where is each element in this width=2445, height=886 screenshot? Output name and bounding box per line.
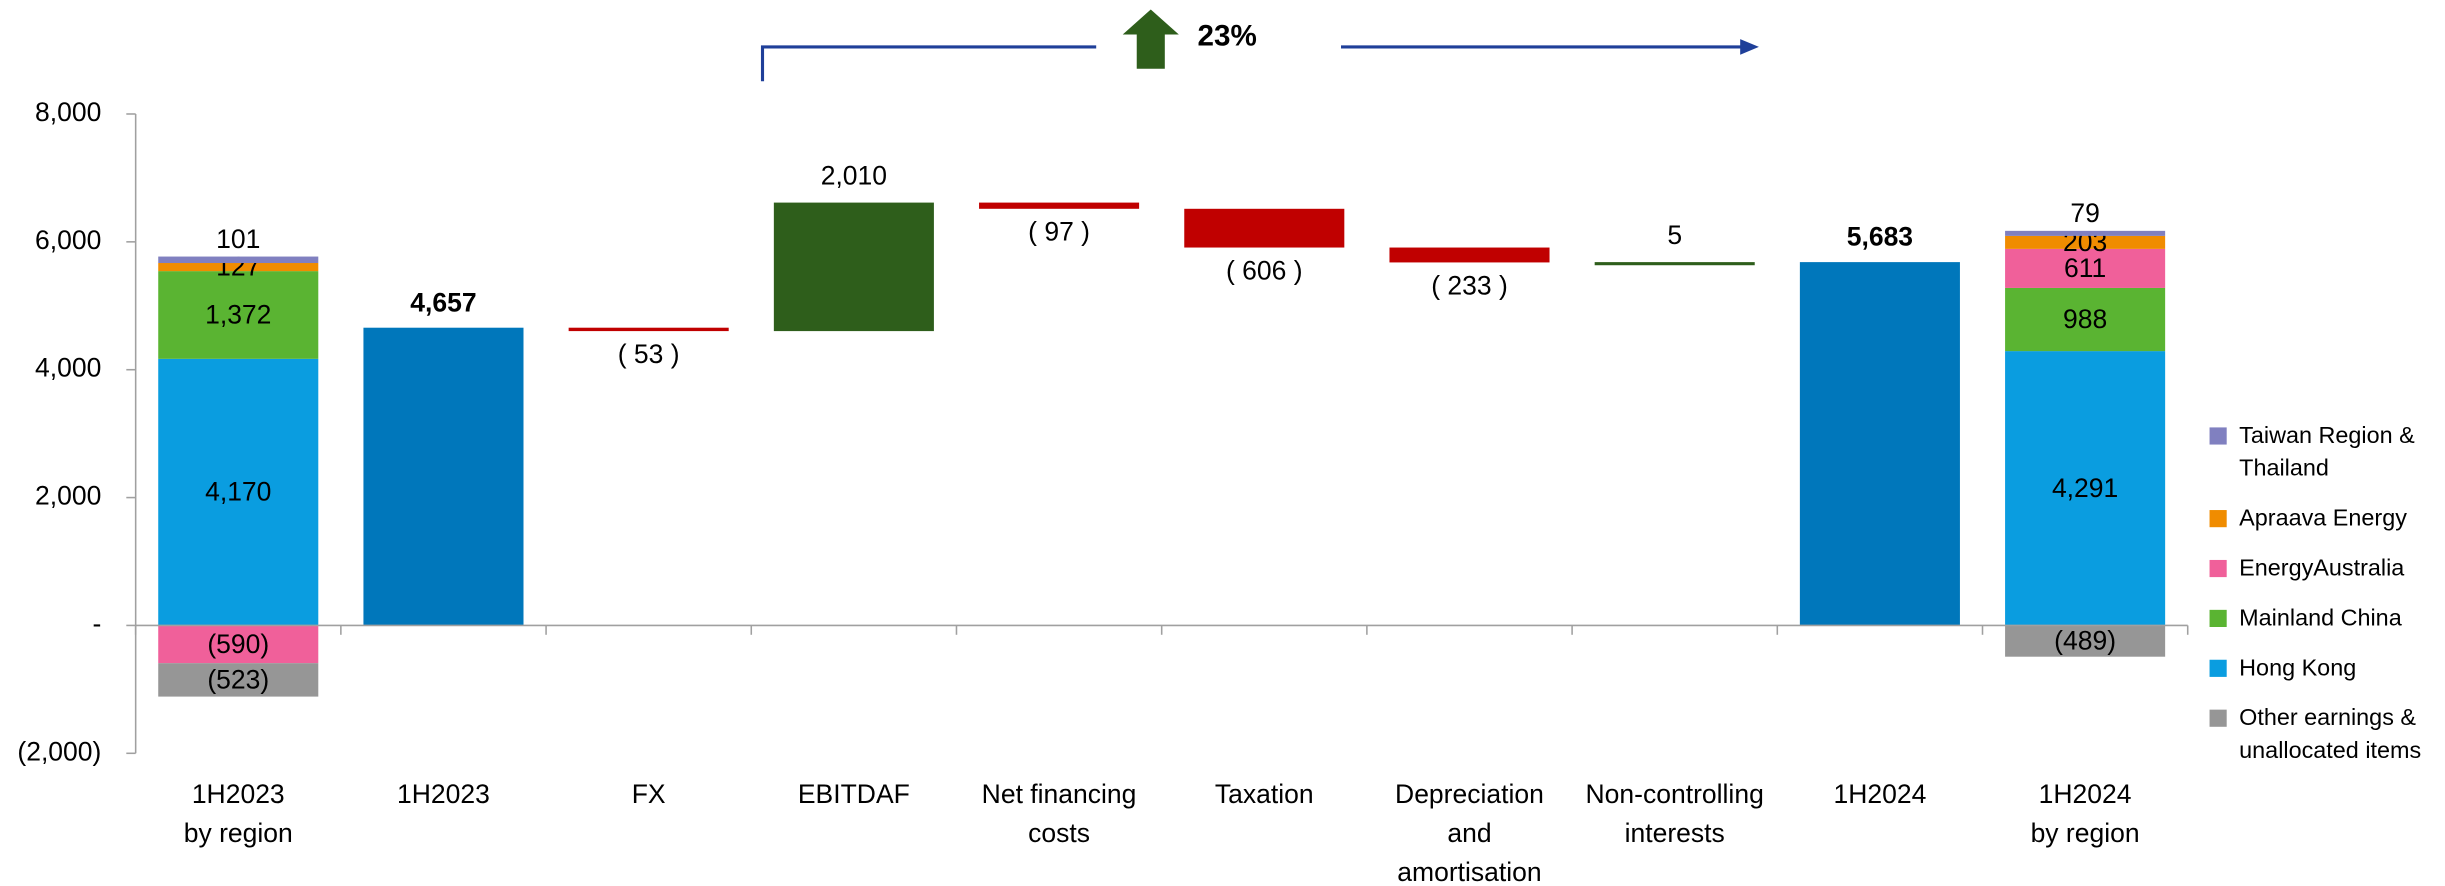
legend-swatch xyxy=(2209,559,2227,578)
y-tick-label: - xyxy=(93,608,102,638)
x-tick-label: Taxation xyxy=(1214,779,1314,810)
bracket-left xyxy=(760,45,1097,82)
data-label: 4,291 xyxy=(2052,473,2118,503)
data-label: (489) xyxy=(2054,626,2116,656)
waterfall-bar xyxy=(1389,247,1550,263)
data-label: ( 233 ) xyxy=(1431,270,1508,300)
x-tick-label: 1H2023 xyxy=(397,779,490,810)
data-label: 127 xyxy=(216,252,260,282)
legend-label-box: Hong Kong xyxy=(2239,655,2357,682)
legend-label: Other earnings & unallocated items xyxy=(2239,704,2422,765)
waterfall-bar xyxy=(773,202,934,332)
x-tick-label-box: EBITDAF xyxy=(797,779,910,810)
x-tick-label: Depreciation and amortisation xyxy=(1395,779,1544,886)
stack-segment xyxy=(2005,287,2166,352)
growth-label: 23% xyxy=(1198,19,1257,52)
stack-segment xyxy=(158,663,319,697)
x-tick-label: EBITDAF xyxy=(797,779,910,810)
stack-segment xyxy=(2005,351,2166,626)
stack-segment xyxy=(2005,248,2166,288)
waterfall-bar xyxy=(979,202,1140,209)
data-label: 611 xyxy=(2064,253,2106,283)
data-label: (523) xyxy=(207,664,269,694)
data-label: ( 97 ) xyxy=(1028,217,1090,247)
waterfall-bar xyxy=(1594,262,1755,266)
data-label: 79 xyxy=(2070,198,2099,228)
x-tick-label-box: Taxation xyxy=(1214,779,1314,810)
stack-segment xyxy=(158,358,319,626)
legend-label: Hong Kong xyxy=(2239,655,2357,682)
legend-label-box: EnergyAustralia xyxy=(2239,555,2405,582)
legend-swatch xyxy=(2209,709,2227,727)
x-tick-label-box: Net financing costs xyxy=(981,779,1137,849)
data-label: (590) xyxy=(207,629,269,659)
data-label: 5,683 xyxy=(1847,222,1913,252)
stack-segment xyxy=(2005,235,2166,249)
x-tick-label-box: FX xyxy=(631,779,666,810)
stack-segment xyxy=(2005,230,2166,236)
y-tick-label: (2,000) xyxy=(17,736,101,766)
stack-segment xyxy=(158,263,319,272)
x-tick-label: Net financing costs xyxy=(981,779,1137,849)
legend-label: Apraava Energy xyxy=(2239,505,2407,532)
legend-label: Taiwan Region & Thailand xyxy=(2239,422,2415,482)
x-tick-label: 1H2024 by region xyxy=(2030,779,2140,849)
x-tick-label-box: Depreciation and amortisation xyxy=(1395,779,1544,886)
data-label: 4,170 xyxy=(205,477,271,507)
legend-label-box: Other earnings & unallocated items xyxy=(2239,704,2422,765)
data-label: 5 xyxy=(1667,220,1682,250)
x-tick-label-box: 1H2023 xyxy=(397,779,490,810)
x-tick-label: FX xyxy=(631,779,666,810)
stack-segment xyxy=(2005,625,2166,657)
legend-label: EnergyAustralia xyxy=(2239,555,2405,582)
data-label: 1,372 xyxy=(205,300,271,330)
waterfall-bar xyxy=(568,327,729,332)
data-label: 988 xyxy=(2063,304,2107,334)
x-tick-label: 1H2023 by region xyxy=(183,779,293,849)
legend-swatch xyxy=(2209,609,2227,627)
growth-arrow xyxy=(1122,9,1179,69)
x-tick-label: 1H2024 xyxy=(1833,779,1927,810)
waterfall-bar xyxy=(363,327,524,626)
stack-segment xyxy=(158,625,319,664)
x-tick-label-box: Non-controlling interests xyxy=(1585,779,1764,849)
y-tick-label: 6,000 xyxy=(35,225,101,255)
y-tick-label: 2,000 xyxy=(35,481,101,511)
x-tick-label-box: 1H2023 by region xyxy=(183,779,293,849)
stack-segment xyxy=(158,256,319,264)
data-label: 101 xyxy=(216,224,260,254)
legend-label: Mainland China xyxy=(2239,605,2402,632)
legend-label-box: Apraava Energy xyxy=(2239,505,2407,532)
legend-swatch xyxy=(2209,659,2227,677)
waterfall-bar xyxy=(1799,262,1960,626)
waterfall-bar xyxy=(1184,208,1345,248)
legend-swatch xyxy=(2209,427,2227,445)
data-label: ( 606 ) xyxy=(1226,255,1303,285)
stack-segment xyxy=(158,271,319,359)
x-tick-label-box: 1H2024 by region xyxy=(2030,779,2140,849)
bracket-arrowhead xyxy=(1740,39,1759,55)
data-label: 4,657 xyxy=(410,287,476,317)
legend-swatch xyxy=(2209,510,2227,528)
legend-label-box: Taiwan Region & Thailand xyxy=(2239,422,2415,482)
x-tick-label: Non-controlling interests xyxy=(1585,779,1764,849)
y-tick-label: 8,000 xyxy=(35,97,101,127)
legend-label-box: Mainland China xyxy=(2239,605,2402,632)
data-label: ( 53 ) xyxy=(618,339,680,369)
y-tick-label: 4,000 xyxy=(35,353,101,383)
x-tick-label-box: 1H2024 xyxy=(1833,779,1927,810)
data-label: 2,010 xyxy=(821,161,887,191)
